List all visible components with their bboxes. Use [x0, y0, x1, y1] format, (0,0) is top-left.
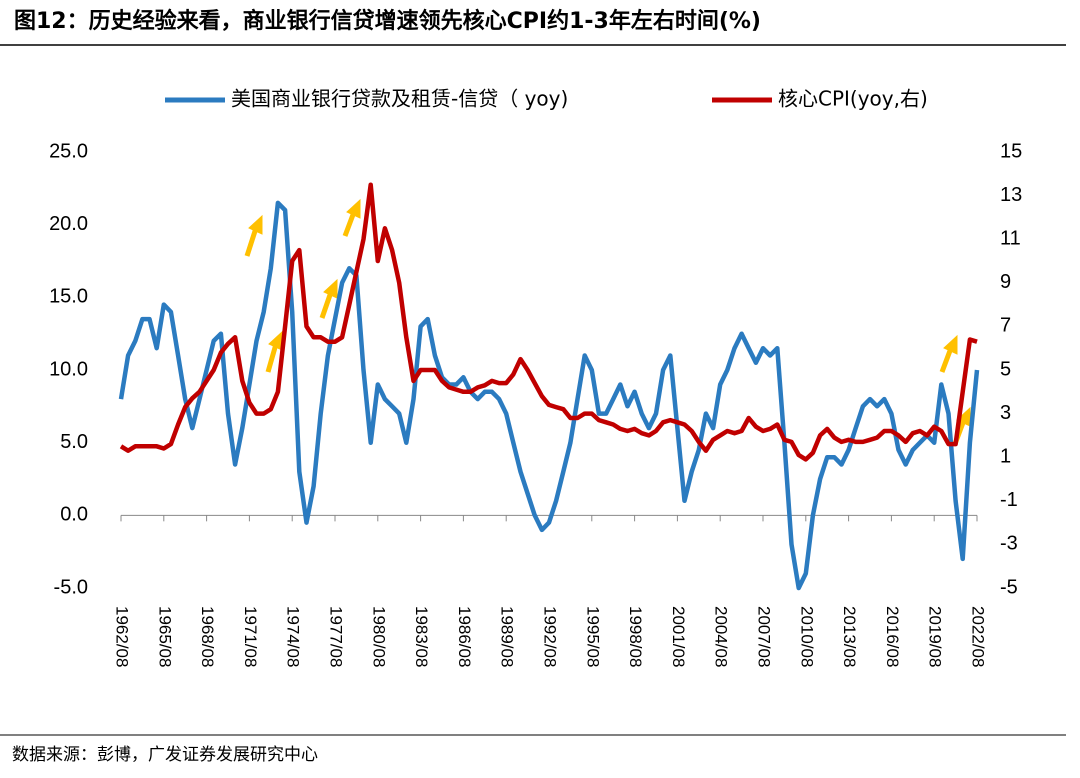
series-line — [119, 182, 978, 462]
x-tick-label: 1998/08 — [626, 606, 645, 667]
x-tick-label: 2007/08 — [755, 606, 774, 667]
y2-tick-label: 13 — [1000, 184, 1022, 206]
x-tick-label: 2019/08 — [926, 606, 945, 667]
x-tick-label: 2004/08 — [712, 606, 731, 667]
x-tick-label: 2016/08 — [883, 606, 902, 667]
arrow-head — [323, 278, 338, 299]
x-tick-label: 1962/08 — [113, 606, 132, 667]
arrow — [244, 227, 259, 257]
y-tick-label: 15.0 — [49, 286, 88, 308]
arrow — [319, 291, 334, 319]
y2-tick-label: 9 — [1000, 271, 1011, 293]
y2-tick-label: -3 — [1000, 533, 1018, 555]
legend-label: 核心CPI(yoy,右) — [778, 87, 928, 111]
y2-tick-label: 7 — [1000, 315, 1011, 337]
x-tick-label: 2022/08 — [969, 606, 988, 667]
x-tick-label: 1977/08 — [327, 606, 346, 667]
y-tick-label: 20.0 — [49, 213, 88, 235]
x-tick-label: 1992/08 — [541, 606, 560, 667]
y-tick-label: 25.0 — [49, 140, 88, 162]
x-tick-label: 1965/08 — [155, 606, 174, 667]
arrow — [342, 211, 357, 237]
y-tick-label: -5.0 — [54, 576, 88, 598]
arrow-head — [248, 214, 263, 235]
arrow-head — [346, 198, 361, 219]
legend-label: 美国商业银行贷款及租赁-信贷（ yoy) — [231, 87, 568, 111]
y-tick-label: 5.0 — [60, 431, 88, 453]
x-tick-label: 1986/08 — [455, 606, 474, 667]
annotation-arrows — [244, 198, 971, 445]
arrow-head — [268, 330, 283, 351]
arrow — [939, 347, 954, 373]
x-tick-label: 1995/08 — [583, 606, 602, 667]
x-tick-label: 1968/08 — [198, 606, 217, 667]
y2-tick-label: 1 — [1000, 445, 1011, 467]
arrow-head — [943, 334, 958, 355]
y2-tick-label: 11 — [1000, 227, 1021, 249]
x-tick-label: 1980/08 — [369, 606, 388, 667]
x-tick-label: 1983/08 — [412, 606, 431, 667]
chart-title: 图12：历史经验来看，商业银行信贷增速领先核心CPI约1-3年左右时间(%) — [14, 8, 761, 34]
arrow — [265, 343, 279, 373]
y2-tick-label: 5 — [1000, 358, 1011, 380]
x-tick-label: 2013/08 — [840, 606, 859, 667]
x-tick-label: 1974/08 — [284, 606, 303, 667]
x-tick-label: 2010/08 — [797, 606, 816, 667]
y2-tick-label: -5 — [1000, 576, 1018, 598]
y2-tick-label: 15 — [1000, 140, 1022, 162]
x-tick-label: 1989/08 — [498, 606, 517, 667]
y2-tick-label: 3 — [1000, 402, 1011, 424]
y2-tick-label: -1 — [1000, 489, 1018, 511]
series-line — [118, 200, 980, 591]
y-tick-label: 10.0 — [49, 358, 88, 380]
y-tick-label: 0.0 — [60, 504, 88, 526]
x-tick-label: 2001/08 — [669, 606, 688, 667]
x-tick-label: 1971/08 — [241, 606, 260, 667]
source: 数据来源：彭博，广发证券发展研究中心 — [12, 745, 318, 765]
